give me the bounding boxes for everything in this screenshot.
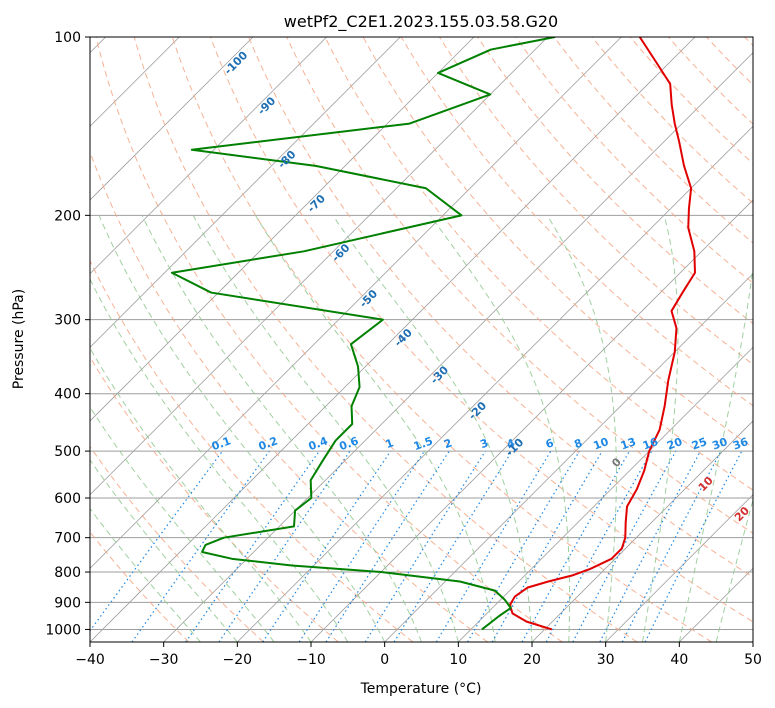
mixing-ratio-label: 0.4: [307, 434, 330, 453]
dry-adiabat-line: [248, 37, 753, 578]
y-tick-label: 200: [54, 208, 81, 224]
moist-adiabat-line: [192, 215, 459, 642]
x-axis-title: Temperature (°C): [360, 681, 482, 697]
mixing-ratio-label: 25: [690, 435, 709, 452]
moist-adiabat-line: [98, 215, 386, 642]
tick-layer: −40 −30 −20 −10 0 10 20 30 40 5010020030040050060…: [45, 30, 762, 668]
moist-adiabat-line: [678, 263, 753, 642]
isotherm-line: [90, 37, 254, 201]
y-tick-label: 800: [54, 565, 81, 581]
mixing-ratio-label: 0.1: [210, 434, 233, 453]
y-tick-label: 700: [54, 531, 81, 547]
y-tick-label: 300: [54, 313, 81, 329]
isotherm-line: [90, 37, 548, 496]
dry-adiabat-line: [515, 37, 753, 284]
y-axis-title: Pressure (hPa): [11, 289, 27, 389]
mixing-ratio-label: 0.6: [338, 434, 361, 453]
moist-adiabat-line: [642, 215, 679, 642]
mixing-ratio-label: 6: [544, 436, 556, 451]
x-tick-label: 20: [523, 652, 541, 668]
mixing-ratio-label: 30: [710, 435, 729, 453]
isotherm-line: [384, 273, 753, 642]
mixing-ratio-label: 8: [572, 436, 584, 451]
mixing-ratio-line: [298, 450, 425, 642]
dry-adiabat-line: [90, 259, 414, 642]
y-tick-label: 600: [54, 491, 81, 507]
mixing-ratio-line: [185, 450, 320, 642]
x-tick-label: 10: [449, 652, 467, 668]
mixing-ratio-line: [364, 450, 486, 642]
isotherm-line: [237, 125, 753, 642]
chart-title: wetPf2_C2E1.2023.155.03.58.G20: [284, 12, 558, 32]
isotherm-line: [163, 52, 753, 642]
x-tick-label: −10: [296, 652, 326, 668]
x-tick-label: 40: [670, 652, 688, 668]
mixing-ratio-label: 2: [442, 436, 454, 451]
mixing-ratio-label: 36: [731, 435, 750, 453]
dry-adiabat-line: [210, 37, 753, 623]
x-tick-label: 50: [744, 652, 762, 668]
moist-adiabat-line: [429, 215, 571, 642]
mixing-ratio-label: 4: [505, 436, 517, 451]
mixing-ratio-line: [466, 450, 580, 642]
mixing-ratio-label: 3: [478, 436, 490, 451]
isotherm-line: [531, 420, 753, 642]
mixing-ratio-label: 1.5: [412, 434, 435, 453]
dry-adiabat-line: [90, 445, 264, 642]
mixing-ratio-label: 13: [619, 435, 638, 452]
dry-adiabat-line: [133, 37, 638, 642]
mixing-ratio-line: [325, 450, 450, 642]
isotherm-line: [90, 37, 622, 569]
temperature-profile: [508, 37, 696, 631]
mixing-ratio-line: [262, 450, 392, 642]
x-tick-label: 30: [597, 652, 615, 668]
isotherm-line: [90, 37, 327, 275]
mixing-ratio-line: [572, 450, 677, 642]
dry-adiabat-line: [171, 37, 712, 642]
y-tick-label: 100: [54, 30, 81, 46]
y-tick-label: 1000: [45, 622, 81, 638]
moist-adiabat-line: [90, 278, 349, 642]
mixing-ratio-label: 16: [641, 435, 660, 453]
series-layer: [170, 37, 696, 631]
dry-adiabat-line: [286, 37, 753, 534]
moist-adiabat-line: [332, 215, 533, 642]
isotherm-line: [605, 494, 753, 642]
moist-adiabat-line: [90, 406, 275, 642]
plot-frame: [89, 36, 754, 643]
mixing-ratio-label: 20: [665, 435, 684, 453]
mixing-ratio-line: [435, 450, 552, 642]
isotherm-line: [90, 37, 475, 422]
y-tick-label: 500: [54, 444, 81, 460]
x-tick-label: −30: [149, 652, 179, 668]
dewpoint-profile: [170, 37, 556, 631]
mixing-ratio-label: 10: [592, 435, 611, 453]
x-tick-label: −20: [223, 652, 253, 668]
mixing-ratio-label: 0.2: [257, 434, 280, 453]
x-tick-label: −40: [75, 652, 105, 668]
moist-adiabat-line: [90, 459, 238, 642]
moist-adiabat-line: [546, 215, 617, 642]
x-tick-label: 0: [380, 652, 389, 668]
isotherm-line: [90, 37, 401, 348]
mixing-ratio-line: [599, 450, 702, 642]
moist-adiabat-line: [90, 347, 312, 642]
y-tick-label: 900: [54, 595, 81, 611]
moist-adiabat-line: [141, 215, 422, 642]
mixing-ratio-line: [393, 450, 513, 642]
grid-layer: [90, 37, 753, 642]
isotherm-line: [458, 346, 753, 642]
dry-adiabat-line: [324, 37, 753, 491]
mixing-ratio-line: [218, 450, 351, 642]
mixing-ratio-line: [131, 450, 270, 642]
y-tick-label: 400: [54, 387, 81, 403]
mixing-ratio-label: 1: [384, 436, 396, 451]
